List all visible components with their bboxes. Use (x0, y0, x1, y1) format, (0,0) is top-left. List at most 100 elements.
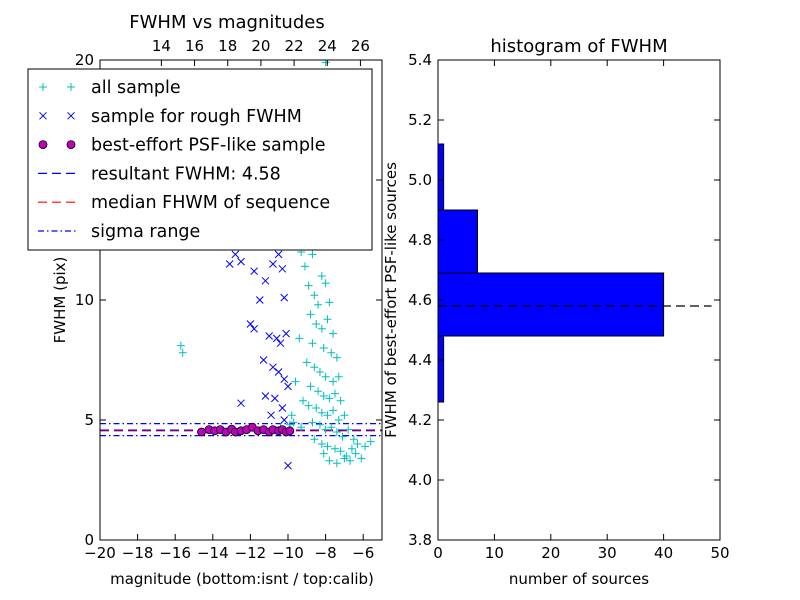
all-sample-point (323, 315, 332, 324)
all-sample-point (310, 291, 319, 300)
y-tick-label: 4.0 (408, 471, 432, 489)
legend-marker-circle (66, 140, 76, 150)
scatter-x-axis-title: magnitude (bottom:isnt / top:calib) (110, 570, 374, 588)
y-tick-label: 20 (75, 51, 94, 69)
all-sample-point (317, 408, 326, 417)
all-sample-point (331, 444, 339, 453)
all-sample-point (314, 300, 323, 309)
x-tick-label: −16 (159, 544, 191, 562)
all-sample-point (176, 341, 185, 350)
legend-marker-cross (67, 111, 75, 120)
legend-box (27, 68, 373, 251)
rough-fwhm-point (280, 293, 289, 302)
all-sample-point (299, 396, 308, 405)
all-sample-point (295, 334, 304, 343)
legend-label: sigma range (91, 222, 200, 242)
all-sample-point (329, 406, 338, 415)
rough-fwhm-point (265, 332, 274, 340)
all-sample-point (317, 324, 326, 333)
histogram-ticks: 0 10 20 30 40 50 3.8 4.0 4.2 4.4 4.6 4.8 5.0 5.2 5.4 (408, 51, 729, 562)
rough-fwhm-point (282, 329, 290, 338)
x-tick-label: −14 (197, 544, 229, 562)
rough-fwhm-point (278, 404, 287, 412)
rough-fwhm-point (250, 324, 259, 333)
legend-marker-circle (38, 140, 48, 150)
x-tick-label: 0 (433, 544, 443, 562)
all-sample-point (329, 329, 338, 338)
legend-entry: sigma range (38, 222, 200, 242)
scatter-y-axis-title: FWHM (pix) (51, 257, 69, 344)
top-tick-label: 14 (152, 37, 171, 55)
psf-like-point (285, 426, 295, 436)
y-tick-label: 5.0 (408, 171, 432, 189)
all-sample-point (310, 363, 319, 372)
scatter-legend: all sample sample for rough FWHM best-effo… (27, 68, 373, 251)
histogram-bar (438, 143, 445, 211)
rough-fwhm-point (225, 260, 234, 268)
top-tick-label: 26 (351, 37, 370, 55)
all-sample-point (323, 411, 332, 420)
legend-entry: all sample (39, 78, 181, 98)
all-sample-point (336, 396, 345, 405)
all-sample-point (315, 420, 324, 429)
x-tick-label: 20 (541, 544, 560, 562)
rough-fwhm-point (270, 394, 279, 403)
all-sample-point (327, 423, 336, 432)
legend-entry: median FHWM of sequence (38, 193, 330, 213)
all-sample-point (319, 344, 328, 352)
x-tick-label: −8 (315, 544, 337, 562)
rough-fwhm-point (231, 250, 240, 259)
all-sample-point (321, 60, 330, 67)
all-sample-point (310, 435, 319, 444)
all-sample-point (287, 411, 296, 420)
series-sample-for-rough-fwhm (225, 250, 292, 470)
legend-label: resultant FWHM: 4.58 (91, 164, 281, 184)
legend-marker-plus (39, 83, 47, 91)
all-sample-point (346, 456, 355, 465)
rough-fwhm-point (261, 276, 270, 285)
legend-label: median FHWM of sequence (91, 193, 330, 213)
all-sample-point (334, 372, 343, 381)
rough-fwhm-point (278, 264, 287, 273)
all-sample-point (304, 281, 313, 290)
all-sample-point (329, 377, 338, 386)
all-sample-point (314, 387, 323, 396)
all-sample-point (327, 348, 336, 357)
y-tick-label: 4.8 (408, 231, 432, 249)
top-tick-label: 16 (185, 37, 204, 55)
all-sample-point (357, 454, 366, 463)
rough-fwhm-point (280, 375, 289, 384)
all-sample-point (353, 440, 362, 448)
top-tick-label: 20 (251, 37, 270, 55)
top-tick-label: 24 (318, 37, 337, 55)
legend-label: sample for rough FWHM (91, 107, 302, 127)
legend-entry: best-effort PSF-like sample (38, 136, 326, 156)
series-best-effort-psf-like-sample (197, 422, 295, 437)
x-tick-label: 10 (485, 544, 504, 562)
all-sample-point (325, 456, 334, 465)
all-sample-point (317, 272, 326, 280)
x-tick-label: −18 (122, 544, 154, 562)
legend-entry: resultant FWHM: 4.58 (38, 164, 281, 184)
all-sample-point (340, 454, 349, 463)
top-tick-label: 22 (285, 37, 304, 55)
x-tick-label: −10 (272, 544, 304, 562)
top-tick-label: 18 (218, 37, 237, 55)
rough-fwhm-point (284, 382, 292, 391)
y-tick-label: 5 (84, 411, 94, 429)
all-sample-point (334, 416, 343, 424)
y-tick-label: 0 (84, 531, 94, 549)
all-sample-point (317, 440, 326, 448)
all-sample-point (312, 404, 321, 412)
legend-marker-plus (67, 83, 75, 91)
all-sample-point (366, 437, 375, 446)
histogram-bar (438, 335, 445, 403)
all-sample-point (351, 449, 360, 458)
rough-fwhm-point (237, 257, 245, 266)
x-tick-label: −20 (84, 544, 116, 562)
all-sample-point (308, 250, 317, 259)
legend-label: best-effort PSF-like sample (91, 136, 326, 156)
all-sample-point (300, 262, 309, 271)
